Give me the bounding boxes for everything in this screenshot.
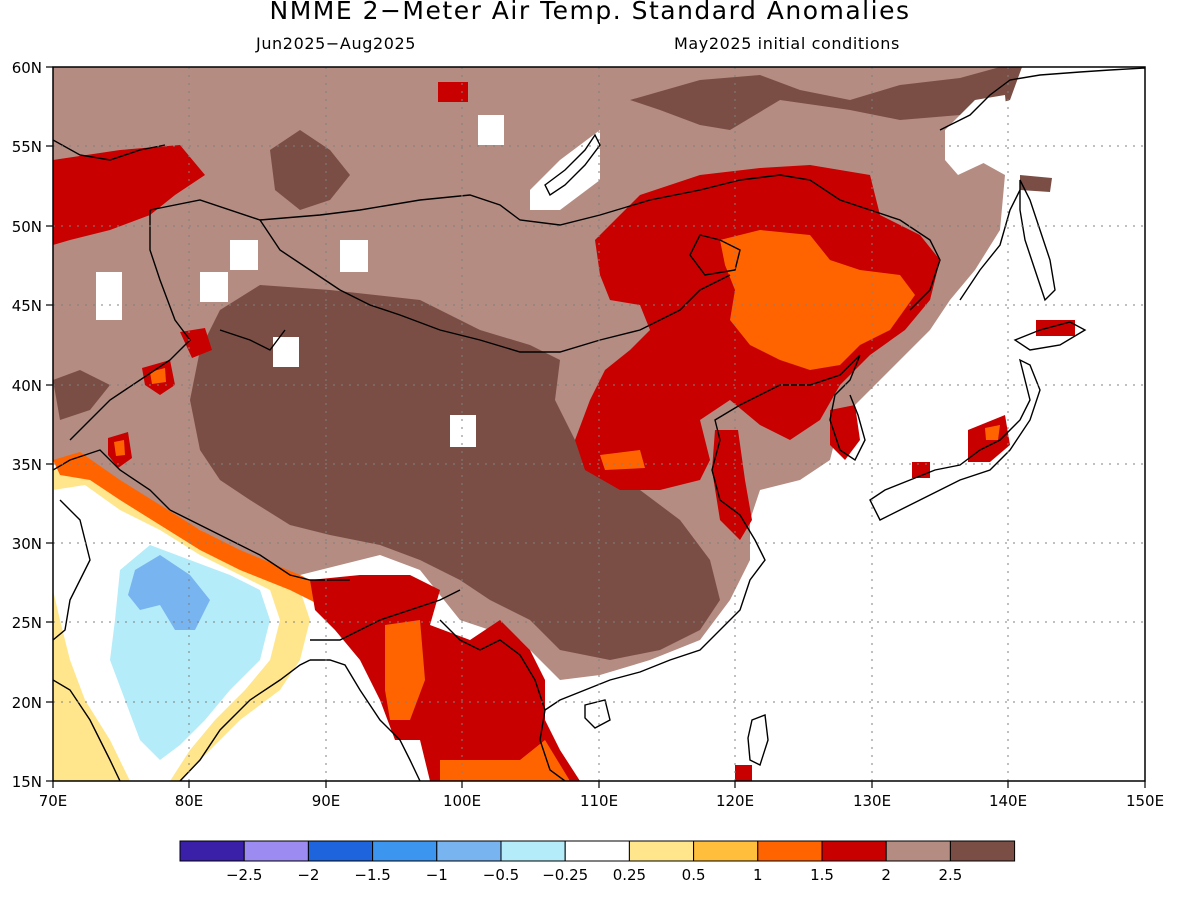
lat-label: 55N [12,138,42,156]
legend-label: 2 [881,866,891,884]
anomaly-1.5-to-2 [150,368,166,384]
legend-color-box [564,840,630,862]
anomaly-above-2.5 [53,370,110,420]
legend-colorbar [179,840,1016,862]
lat-label: 60N [12,59,42,77]
legend-label: −0.25 [542,866,588,884]
legend-color-box [693,840,759,862]
map-title: NMME 2−Meter Air Temp. Standard Anomalie… [269,0,911,25]
lat-label: 35N [12,456,42,474]
anomaly-above-2.5 [190,285,720,660]
lat-label: 20N [12,694,42,712]
anomaly-2-to-2.5 [735,765,752,781]
lon-label: 80E [175,792,204,810]
anomaly-2-to-2.5 [830,405,860,460]
legend-color-box [243,840,309,862]
lat-label: 25N [12,614,42,632]
lat-label: 40N [12,377,42,395]
anomaly-1.5-to-2 [720,230,915,370]
lon-label: 140E [989,792,1027,810]
anomaly-field [53,67,1145,781]
legend-color-box [372,840,438,862]
legend-labels: −2.5 −2 −1.5 −1 −0.5 −0.25 0.25 0.5 1 1.5 2 2.5 [226,866,962,884]
latitude-labels: 60N 55N 50N 45N 40N 35N 30N 25N 20N 15N [12,59,42,791]
lon-label: 110E [580,792,618,810]
lat-label: 45N [12,297,42,315]
legend-label: 2.5 [938,866,962,884]
lon-label: 90E [312,792,341,810]
legend-color-box [628,840,695,862]
legend-label: −1.5 [354,866,390,884]
lon-label: 70E [39,792,68,810]
gridlines [53,67,1145,781]
legend-label: −2 [297,866,319,884]
legend-label: 0.25 [613,866,646,884]
anomaly-2-to-2.5 [310,575,580,781]
legend-color-box [885,840,951,862]
forecast-period: Jun2025−Aug2025 [256,34,417,53]
lat-label: 15N [12,773,42,791]
anomaly-1.5-to-2 [114,440,125,456]
legend-color-box [436,840,502,862]
anomaly-2-to-2.5 [180,328,212,358]
axis-ticks [46,66,1146,788]
anomaly-2-to-2.5 [1036,320,1075,336]
lat-label: 50N [12,218,42,236]
legend-color-box [949,840,1016,862]
lat-label: 30N [12,535,42,553]
legend-label: −0.5 [483,866,519,884]
legend-color-box [307,840,374,862]
legend-label: −1 [426,866,448,884]
anomaly-1.5-to-2 [985,425,1000,440]
anomaly-2-to-2.5 [53,145,205,245]
anomaly-1.5-to-2 [600,450,645,470]
anomaly-above-2.5 [630,67,1022,130]
legend-color-box [179,840,245,862]
legend-color-box [757,840,823,862]
lon-label: 120E [716,792,754,810]
legend-color-box [500,840,566,862]
legend-label: 1 [753,866,763,884]
initial-conditions: May2025 initial conditions [674,34,900,53]
legend-color-box [821,840,887,862]
lon-label: 100E [443,792,481,810]
longitude-labels: 70E 80E 90E 100E 110E 120E 130E 140E 150… [39,792,1164,810]
anomaly-1.5-to-2 [53,452,340,610]
anomaly-1.5-to-2 [385,620,425,720]
legend-label: −2.5 [226,866,262,884]
legend-label: 1.5 [810,866,834,884]
anomaly-2-to-2.5 [438,82,468,102]
coastlines-and-borders [53,67,1145,781]
anomaly-1.5-to-2 [440,740,570,781]
anomaly-2-to-2.5 [712,430,752,540]
anomaly-above-2.5 [270,130,350,210]
anomaly-above-2.5 [1020,175,1052,192]
lon-label: 150E [1126,792,1164,810]
legend-label: 0.5 [682,866,706,884]
lon-label: 130E [853,792,891,810]
